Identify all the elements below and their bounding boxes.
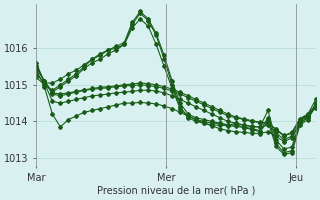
X-axis label: Pression niveau de la mer( hPa ): Pression niveau de la mer( hPa ) — [97, 186, 255, 196]
